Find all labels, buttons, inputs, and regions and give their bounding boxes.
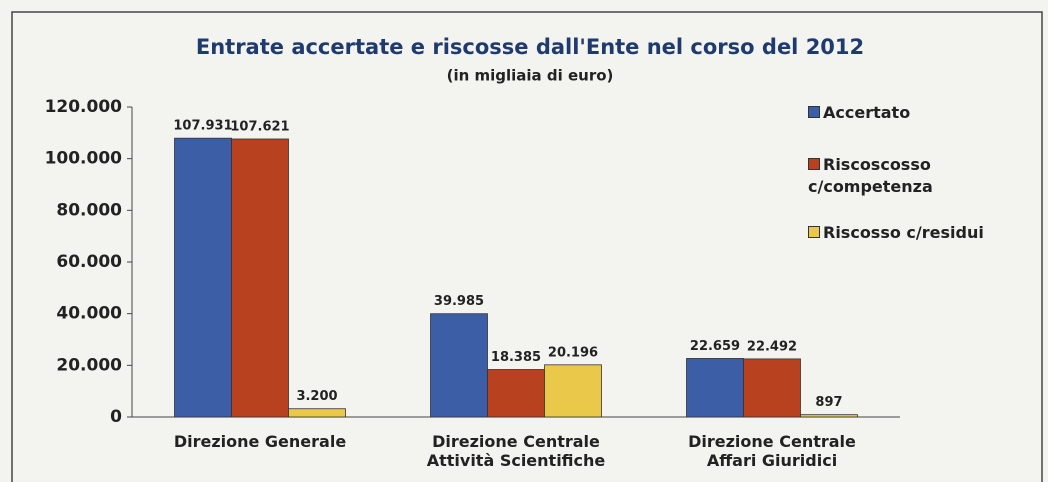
value-label: 20.196 [548, 345, 598, 360]
legend-swatch [808, 106, 820, 118]
chart-subtitle: (in migliaia di euro) [447, 67, 614, 85]
legend-item: Riscoscosso c/competenza [808, 154, 1038, 198]
y-tick-label: 20.000 [56, 355, 122, 375]
y-tick-label: 40.000 [56, 304, 122, 324]
legend-item: Accertato [808, 102, 1038, 124]
bar [743, 358, 801, 418]
y-tick-label: 0 [110, 407, 122, 427]
bar [231, 138, 289, 418]
value-label: 897 [815, 395, 842, 410]
y-tick-label: 120.000 [45, 97, 123, 117]
chart-title: Entrate accertate e riscosse dall'Ente n… [196, 35, 864, 59]
value-label: 18.385 [491, 350, 541, 365]
frame [11, 11, 1043, 482]
legend-swatch [808, 158, 820, 170]
x-tick-label: Direzione Centrale Attività Scientifiche [426, 432, 606, 470]
y-tick-label: 100.000 [45, 149, 123, 169]
bar [686, 358, 744, 418]
legend-label: Riscoscosso c/competenza [808, 155, 933, 196]
legend-label: Accertato [823, 103, 911, 122]
bar [487, 369, 545, 418]
y-tick-label: 60.000 [56, 252, 122, 272]
value-label: 3.200 [296, 389, 337, 404]
legend-label: Riscosso c/residui [823, 223, 984, 242]
legend-swatch [808, 226, 820, 238]
value-label: 107.931 [173, 119, 232, 134]
value-label: 39.985 [434, 294, 484, 309]
bar [288, 408, 346, 418]
value-label: 107.621 [230, 119, 289, 134]
y-tick-label: 80.000 [56, 200, 122, 220]
x-tick-label: Direzione Centrale Affari Giuridici [688, 432, 856, 470]
bar [430, 313, 488, 418]
legend-item: Riscosso c/residui [808, 222, 1038, 244]
x-tick-label: Direzione Generale [173, 432, 347, 451]
bar [544, 364, 602, 418]
bar [800, 414, 858, 418]
bar [174, 137, 232, 418]
value-label: 22.492 [747, 339, 797, 354]
value-label: 22.659 [690, 339, 740, 354]
